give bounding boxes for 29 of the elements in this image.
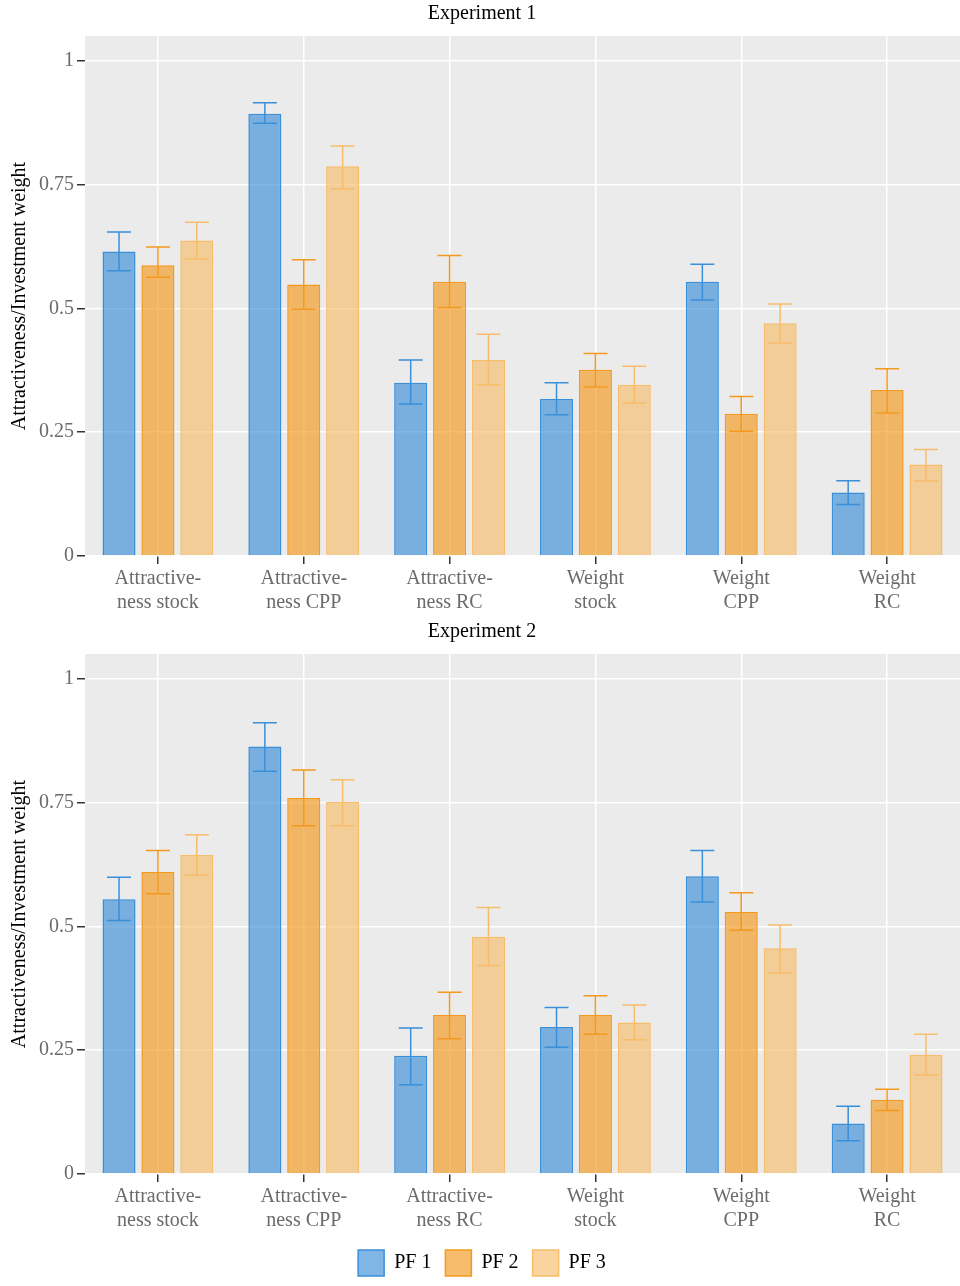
y-tick-label: 0.25 (39, 419, 74, 442)
x-tick-label: Weight CPP (712, 1184, 771, 1231)
x-tick-label: Attractive-ness RC (406, 566, 493, 613)
y-tick-label: 0 (64, 543, 74, 566)
x-tick-label: Attractive-ness stock (114, 1184, 202, 1231)
x-tick-label: Attractive-ness CPP (260, 566, 348, 613)
x-tick-label: Weight CPP (712, 566, 771, 613)
x-tick-label: Weight RC (858, 566, 917, 613)
y-tick-label: 1 (64, 48, 74, 71)
x-tick-label: Attractive-ness stock (114, 566, 202, 613)
x-tick-label: Attractive-ness RC (406, 1184, 493, 1231)
y-tick-label: 0.75 (39, 789, 74, 812)
y-axis-title: Attractiveness/Investment weight (7, 161, 31, 431)
x-tick-label: Weight RC (858, 1184, 917, 1231)
chart-title: Experiment 2 (427, 619, 537, 643)
legend-label: PF 2 (481, 1250, 519, 1273)
y-tick-label: 1 (64, 666, 74, 689)
y-tick-label: 0.5 (49, 295, 74, 318)
y-tick-label: 0 (64, 1161, 74, 1184)
x-tick-label: Weight stock (566, 566, 625, 613)
legend-label: PF 1 (394, 1250, 432, 1273)
x-tick-label: Weight stock (566, 1184, 625, 1231)
legend-label: PF 3 (568, 1250, 606, 1273)
x-tick-label: Attractive-ness CPP (260, 1184, 348, 1231)
y-tick-label: 0.75 (39, 171, 74, 194)
y-tick-label: 0.25 (39, 1037, 74, 1060)
y-tick-label: 0.5 (49, 913, 74, 936)
y-axis-title: Attractiveness/Investment weight (7, 779, 31, 1049)
chart-title: Experiment 1 (427, 1, 537, 25)
